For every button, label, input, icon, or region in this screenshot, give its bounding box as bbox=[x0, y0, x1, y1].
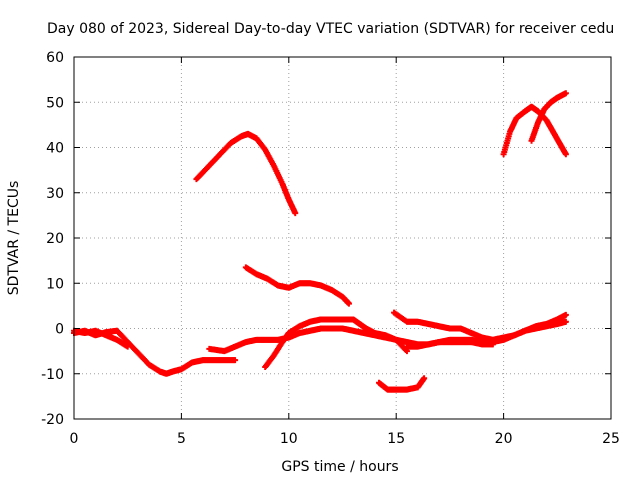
x-tick-label: 25 bbox=[602, 431, 620, 447]
data-point bbox=[562, 90, 569, 97]
y-axis-title: SDTVAR / TECUs bbox=[6, 181, 22, 296]
series-arc-11 bbox=[528, 90, 569, 144]
series-arc-3 bbox=[193, 130, 299, 217]
data-point bbox=[345, 300, 352, 307]
y-tick-label: 20 bbox=[46, 231, 64, 247]
x-tick-label: 15 bbox=[387, 431, 405, 447]
y-tick-label: 30 bbox=[46, 186, 64, 202]
y-tick-label: 60 bbox=[46, 50, 64, 66]
x-tick-label: 10 bbox=[280, 431, 298, 447]
data-point bbox=[124, 343, 131, 350]
y-tick-label: 0 bbox=[55, 322, 64, 338]
data-point bbox=[421, 375, 428, 382]
series-arc-5 bbox=[242, 264, 352, 307]
data-point bbox=[562, 318, 569, 325]
series-arc-10 bbox=[500, 103, 569, 158]
series-arc-6 bbox=[262, 316, 410, 370]
data-point bbox=[562, 311, 569, 318]
y-tick-label: 50 bbox=[46, 95, 64, 111]
x-tick-label: 5 bbox=[177, 431, 186, 447]
data-points bbox=[71, 90, 569, 393]
y-tick-label: 10 bbox=[46, 276, 64, 292]
x-tick-label: 0 bbox=[70, 431, 79, 447]
y-tick-label: -10 bbox=[41, 367, 64, 383]
data-point bbox=[562, 151, 569, 158]
chart-title: Day 080 of 2023, Sidereal Day-to-day VTE… bbox=[47, 21, 614, 37]
x-axis-title: GPS time / hours bbox=[281, 459, 398, 475]
series-arc-7 bbox=[376, 375, 428, 393]
y-tick-label: 40 bbox=[46, 141, 64, 157]
grid-lines bbox=[74, 57, 611, 419]
data-point bbox=[232, 357, 239, 364]
x-tick-label: 20 bbox=[495, 431, 513, 447]
data-point bbox=[292, 210, 299, 217]
axis-ticks: -20 -10 0 10 20 30 40 50 60 0 5 10 15 20 25 bbox=[41, 50, 620, 447]
y-tick-label: -20 bbox=[41, 412, 64, 428]
series-arc-2 bbox=[71, 327, 131, 350]
series-arc-9 bbox=[403, 318, 569, 350]
